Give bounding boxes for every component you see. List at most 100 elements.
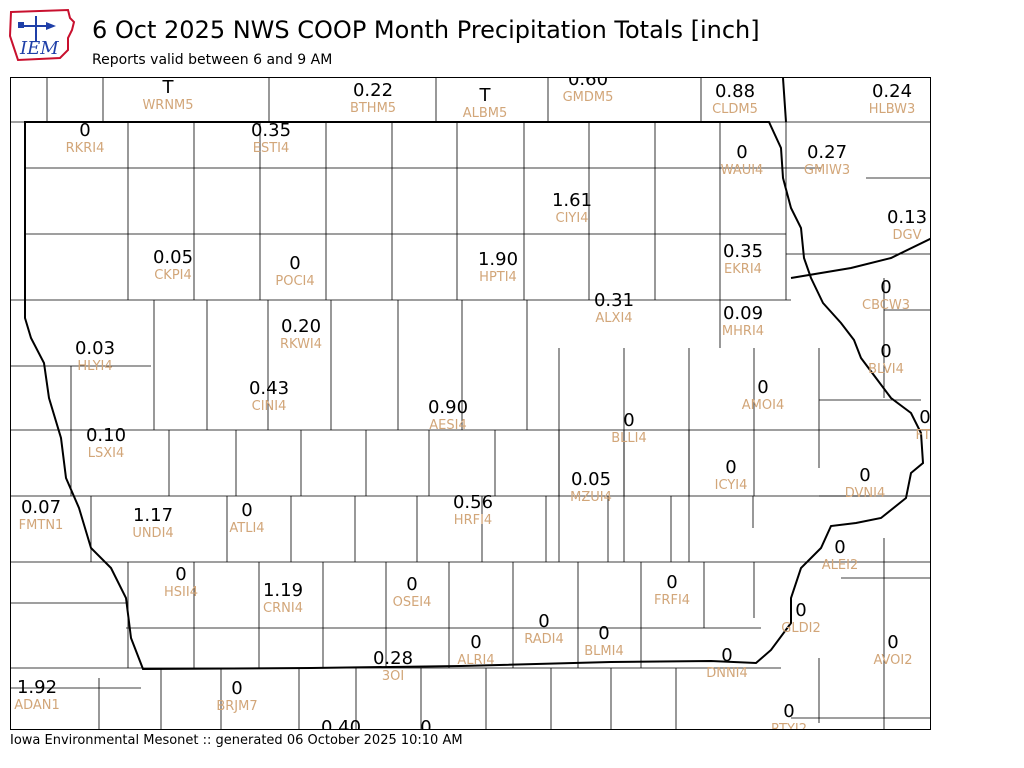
- precip-value: 0: [666, 572, 678, 593]
- precip-value: 0: [420, 717, 432, 730]
- station-plot: T WRNM5: [142, 78, 193, 113]
- station-id: HLYI4: [77, 359, 113, 374]
- precip-value: 0: [79, 120, 91, 141]
- station-id: CINI4: [251, 399, 287, 414]
- station-id: RADI4: [524, 632, 564, 647]
- precip-value: 0: [757, 377, 769, 398]
- station-id: ALXI4: [595, 311, 633, 326]
- station-plot: T ALBM5: [462, 85, 508, 122]
- precip-value: 0: [406, 574, 418, 595]
- station-id: GLDI2: [781, 621, 821, 636]
- precip-value: 0.88: [714, 81, 756, 102]
- county-boundaries: [11, 78, 930, 729]
- station-plot: 0.05 MZUI4: [570, 470, 612, 506]
- station-id: FTI: [915, 428, 931, 443]
- station-plot: 0 OSEI4: [392, 574, 432, 611]
- station-id: AMOI4: [741, 398, 785, 413]
- precip-value: 0.28: [372, 648, 414, 669]
- precip-value: 0.13: [886, 207, 928, 228]
- station-plot: 0 BLLI4: [611, 411, 647, 447]
- station-plot: 0 BLMI4: [584, 623, 624, 660]
- station-plot: 0.40: [321, 718, 361, 730]
- station-id: DVNI4: [844, 486, 886, 501]
- station-id: CIYI4: [555, 211, 589, 226]
- station-plot: 0.24 HLBW3: [869, 81, 916, 118]
- station-id: BTHM5: [349, 101, 397, 116]
- precip-value: 1.61: [551, 190, 593, 211]
- station-id: POCI4: [275, 274, 315, 289]
- precip-value: 0: [598, 623, 610, 644]
- precip-value: 0.43: [248, 378, 290, 399]
- station-id: LSXI4: [87, 446, 125, 461]
- station-plot: 0 POCI4: [275, 253, 315, 290]
- station-plot: 0.31 ALXI4: [593, 290, 635, 327]
- precip-value: 0: [289, 253, 301, 274]
- precip-value: 0.07: [20, 497, 62, 518]
- precip-value: 0.09: [722, 303, 764, 324]
- precip-value: T: [479, 85, 491, 106]
- precip-value: 0.03: [74, 338, 116, 359]
- station-plot: 0 DNNI4: [706, 645, 748, 682]
- station-plot: 0.35 EKRI4: [723, 242, 763, 278]
- station-id: EKRI4: [724, 262, 762, 277]
- station-plot: 1.19 CRNI4: [262, 580, 304, 617]
- station-plot: 0 ALRI4: [457, 632, 494, 669]
- precip-value: 1.90: [477, 249, 519, 270]
- station-plot: 0 GLDI2: [781, 600, 821, 637]
- precip-value: 1.19: [262, 580, 304, 601]
- station-plot: 0.03 HLYI4: [74, 338, 116, 375]
- station-id: ADAN1: [14, 698, 60, 713]
- station-id: ALBM5: [462, 106, 508, 121]
- station-plot: 0 FRFI4: [654, 572, 690, 609]
- station-plot: 1.17 UNDI4: [132, 505, 174, 542]
- station-plot: 0.43 CINI4: [248, 378, 290, 415]
- precip-value: 1.17: [132, 505, 174, 526]
- station-plot: 1.92 ADAN1: [14, 677, 60, 714]
- station-id: CKPI4: [154, 268, 192, 283]
- station-id: OSEI4: [392, 595, 432, 610]
- precip-value: 0.90: [427, 397, 469, 418]
- precip-value: 0.31: [593, 290, 635, 311]
- precip-value: 0.56: [452, 492, 494, 513]
- precip-value: 0: [721, 645, 733, 666]
- precip-value: 0: [919, 407, 931, 428]
- station-id: CRNI4: [263, 601, 303, 616]
- station-plot: 0.20 RKWI4: [280, 317, 322, 353]
- precip-value: 0: [795, 600, 807, 621]
- station-plot: 0.22 BTHM5: [349, 81, 397, 117]
- precip-value: 0.10: [85, 425, 127, 446]
- station-id: BRJM7: [216, 699, 258, 714]
- station-plot: 0 BRJM7: [216, 679, 258, 715]
- station-plot: 0.27 GMIW3: [803, 143, 851, 179]
- precip-value: 0.24: [871, 81, 913, 102]
- precip-value: T: [162, 77, 174, 98]
- station-id: DNNI4: [706, 666, 748, 681]
- station-id: HSII4: [164, 585, 198, 600]
- precip-value: 0: [880, 341, 892, 362]
- station-id: GMIW3: [803, 163, 851, 178]
- station-plot: 1.90 HPTI4: [477, 249, 519, 286]
- station-plot: 0 WAUI4: [720, 143, 764, 179]
- station-plot: 0.90 AESI4: [427, 397, 469, 434]
- precip-value: 0: [859, 465, 871, 486]
- station-id: UNDI4: [132, 526, 174, 541]
- footer-credit: Iowa Environmental Mesonet :: generated …: [10, 733, 463, 748]
- precip-value: 0: [834, 537, 846, 558]
- station-plot: 0 ATLI4: [229, 501, 264, 537]
- station-id: ESTI4: [252, 141, 290, 156]
- precip-value: 0: [470, 632, 482, 653]
- station-plot: 0.60 GMDM5: [563, 78, 614, 105]
- station-plot: 0 AVOI2: [873, 633, 912, 669]
- precip-value: 1.92: [16, 677, 58, 698]
- station-plot: 0.13 DGV: [886, 207, 928, 244]
- precip-value: 0: [538, 611, 550, 632]
- station-id: MHRI4: [721, 324, 765, 339]
- precip-value: 0: [880, 277, 892, 298]
- station-plot: 0.09 MHRI4: [721, 303, 765, 340]
- station-id: BLMI4: [584, 644, 624, 659]
- station-id: RKRI4: [65, 141, 105, 156]
- station-plot: 0.10 LSXI4: [85, 425, 127, 462]
- station-plot: 0.28 3OI: [372, 648, 414, 685]
- station-id: WAUI4: [720, 163, 764, 178]
- station-plot: 0.88 CLDM5: [712, 81, 758, 118]
